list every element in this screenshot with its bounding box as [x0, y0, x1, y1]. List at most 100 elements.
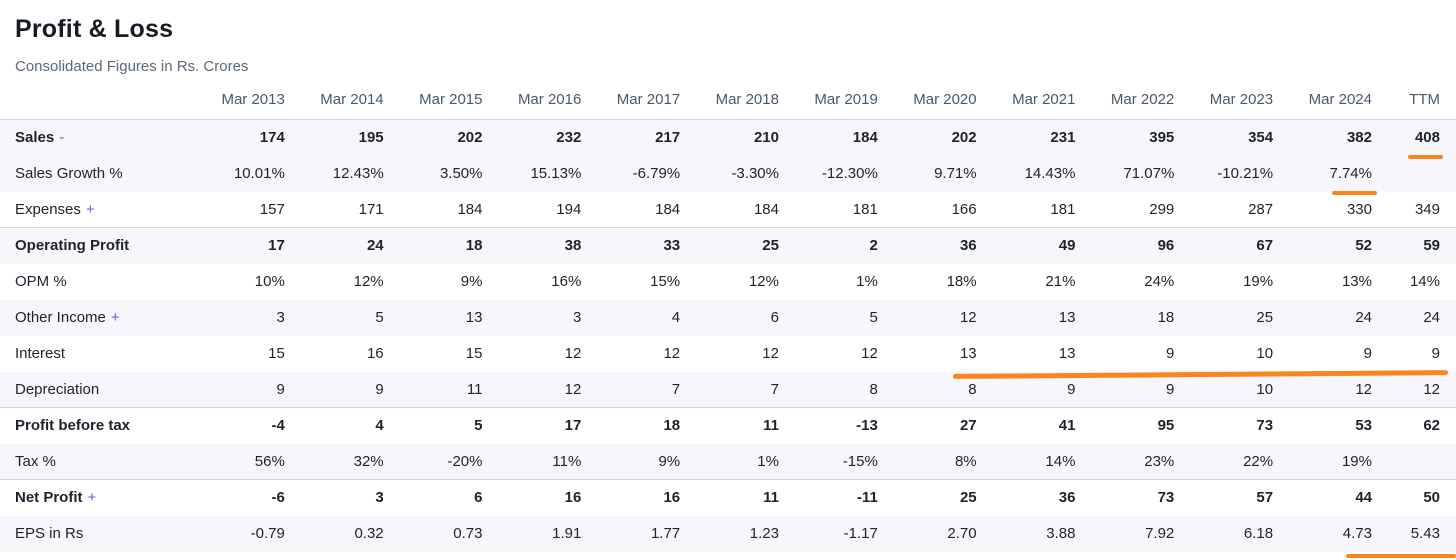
cell-value: 96: [1157, 237, 1175, 255]
cell-value: 299: [1149, 200, 1175, 218]
table-header: Mar 2013 Mar 2014 Mar 2015 Mar 2016 Mar 2017…: [0, 75, 1456, 120]
table-row: Interest 15 16 15 12 12 12 12 13 13 9 10 9 9: [0, 336, 1456, 372]
cell-value: 52: [1355, 237, 1372, 255]
cell-value: 73: [1157, 489, 1175, 507]
row-label: Operating Profit: [0, 228, 186, 264]
expand-plus-icon[interactable]: +: [85, 200, 95, 218]
cell-value: 11%: [552, 452, 582, 470]
cell-value: 3: [375, 489, 384, 507]
cell-value: 166: [951, 200, 977, 218]
page-subtitle: Consolidated Figures in Rs. Crores: [15, 58, 249, 75]
highlight-underline-sales-ttm: [1408, 155, 1443, 159]
cell-value: 2: [869, 237, 878, 255]
row-label-text: OPM %: [15, 273, 67, 290]
cell-value: 9: [375, 380, 384, 398]
cell-value: -12.30%: [821, 165, 878, 182]
cell-value: -13: [856, 417, 878, 435]
table-row: OPM % 10% 12% 9% 16% 15% 12% 1% 18% 21% 24% 19% 13% 1…: [0, 264, 1456, 300]
cell-value: 14%: [1045, 452, 1076, 470]
cell-value: 2.70: [947, 525, 977, 542]
cell-value: 18: [663, 417, 681, 435]
cell-value: 53: [1355, 417, 1372, 435]
cell-value: 10.01%: [233, 165, 285, 182]
cell-value: 67: [1256, 237, 1274, 255]
cell-value: 11: [763, 417, 779, 435]
cell-value: 4: [671, 309, 681, 326]
cell-value: 12.43%: [332, 165, 384, 182]
cell-value: 16: [564, 489, 582, 507]
cell-value: 1.91: [552, 525, 582, 542]
cell-value: 184: [852, 129, 878, 147]
row-label-text: Profit before tax: [15, 417, 131, 435]
expand-plus-icon[interactable]: +: [110, 309, 120, 326]
row-label-text: Sales: [15, 129, 55, 147]
cell-value: 33: [663, 237, 681, 255]
table-row: EPS in Rs -0.79 0.32 0.73 1.91 1.77 1.23 -1.17 2…: [0, 515, 1456, 552]
cell-value: 3.88: [1046, 525, 1076, 542]
column-header: Mar 2019: [778, 75, 878, 120]
cell-value: 17: [564, 417, 582, 435]
cell-value: 0.32: [354, 525, 384, 542]
cell-value: 5.43: [1410, 525, 1440, 542]
row-label: Tax %: [0, 444, 186, 480]
cell-value: 3: [572, 309, 582, 326]
cell-value: 44: [1355, 489, 1372, 507]
row-label[interactable]: Expenses +: [0, 192, 186, 228]
table-row: Operating Profit 17 24 18 38 33 25 2 36 49 96 67 52 5…: [0, 227, 1456, 264]
collapse-minus-icon[interactable]: -: [59, 129, 65, 147]
cell-value: 9: [1431, 345, 1440, 362]
row-label-text: Operating Profit: [15, 237, 130, 255]
cell-value: 7.74%: [1329, 165, 1372, 182]
column-header: Mar 2015: [383, 75, 483, 120]
cell-value: 25: [762, 237, 779, 255]
cell-value: 9: [276, 380, 285, 398]
cell-value: 232: [556, 129, 582, 147]
row-label[interactable]: Net Profit +: [0, 480, 186, 516]
cell-value: 1.23: [749, 525, 779, 542]
table-row: Net Profit + -6 3 6 16 16 11 -11 25 36 73 57 44 50: [0, 479, 1456, 516]
cell-value: -4: [271, 417, 285, 435]
cell-value: 56%: [254, 452, 285, 470]
cell-value: 17: [268, 237, 285, 255]
cell-value: 15: [268, 345, 285, 362]
cell-value: 11: [763, 489, 779, 507]
cell-value: 12%: [353, 273, 384, 290]
cell-value: 10%: [254, 273, 285, 290]
cell-value: 9%: [658, 452, 681, 470]
cell-value: 57: [1256, 489, 1274, 507]
column-header: TTM: [1372, 75, 1456, 120]
table-row: Depreciation 9 9 11 12 7 7 8 8 9 9 10 12 12: [0, 371, 1456, 408]
cell-value: 7.92: [1145, 525, 1175, 542]
cell-value: 1%: [757, 452, 779, 470]
cell-value: 36: [959, 237, 977, 255]
cell-value: 23%: [1144, 452, 1175, 470]
cell-value: 9%: [460, 273, 483, 290]
expand-plus-icon[interactable]: +: [87, 489, 97, 507]
cell-value: 287: [1248, 200, 1274, 218]
row-label[interactable]: Other Income +: [0, 300, 186, 336]
cell-value: 25: [1256, 309, 1274, 326]
cell-value: -10.21%: [1217, 165, 1274, 182]
cell-value: 9.71%: [934, 165, 977, 182]
cell-value: 73: [1256, 417, 1274, 435]
row-label: Interest: [0, 336, 186, 372]
column-header: Mar 2023: [1174, 75, 1274, 120]
cell-value: 16%: [551, 273, 582, 290]
row-label: EPS in Rs: [0, 516, 186, 552]
row-label[interactable]: Sales -: [0, 120, 186, 156]
cell-value: 49: [1058, 237, 1076, 255]
column-header: Mar 2016: [482, 75, 582, 120]
cell-value: 13%: [1341, 273, 1372, 290]
cell-value: 25: [959, 489, 977, 507]
highlight-underline-sales-growth: [1332, 191, 1377, 195]
cell-value: 12: [564, 345, 582, 362]
table-row: Expenses +157 171 184 194 184 184 181 166 181 299 2…: [0, 192, 1456, 228]
cell-value: 13: [465, 309, 483, 326]
cell-value: -15%: [842, 452, 878, 470]
cell-value: 19%: [1243, 273, 1274, 290]
cell-value: 18: [1157, 309, 1175, 326]
cell-value: 231: [1050, 129, 1076, 147]
row-label-text: Tax %: [15, 452, 56, 470]
row-label-text: Other Income: [15, 309, 106, 326]
row-label-text: Net Profit: [15, 489, 83, 507]
